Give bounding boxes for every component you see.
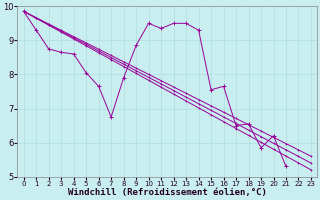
X-axis label: Windchill (Refroidissement éolien,°C): Windchill (Refroidissement éolien,°C) bbox=[68, 188, 267, 197]
